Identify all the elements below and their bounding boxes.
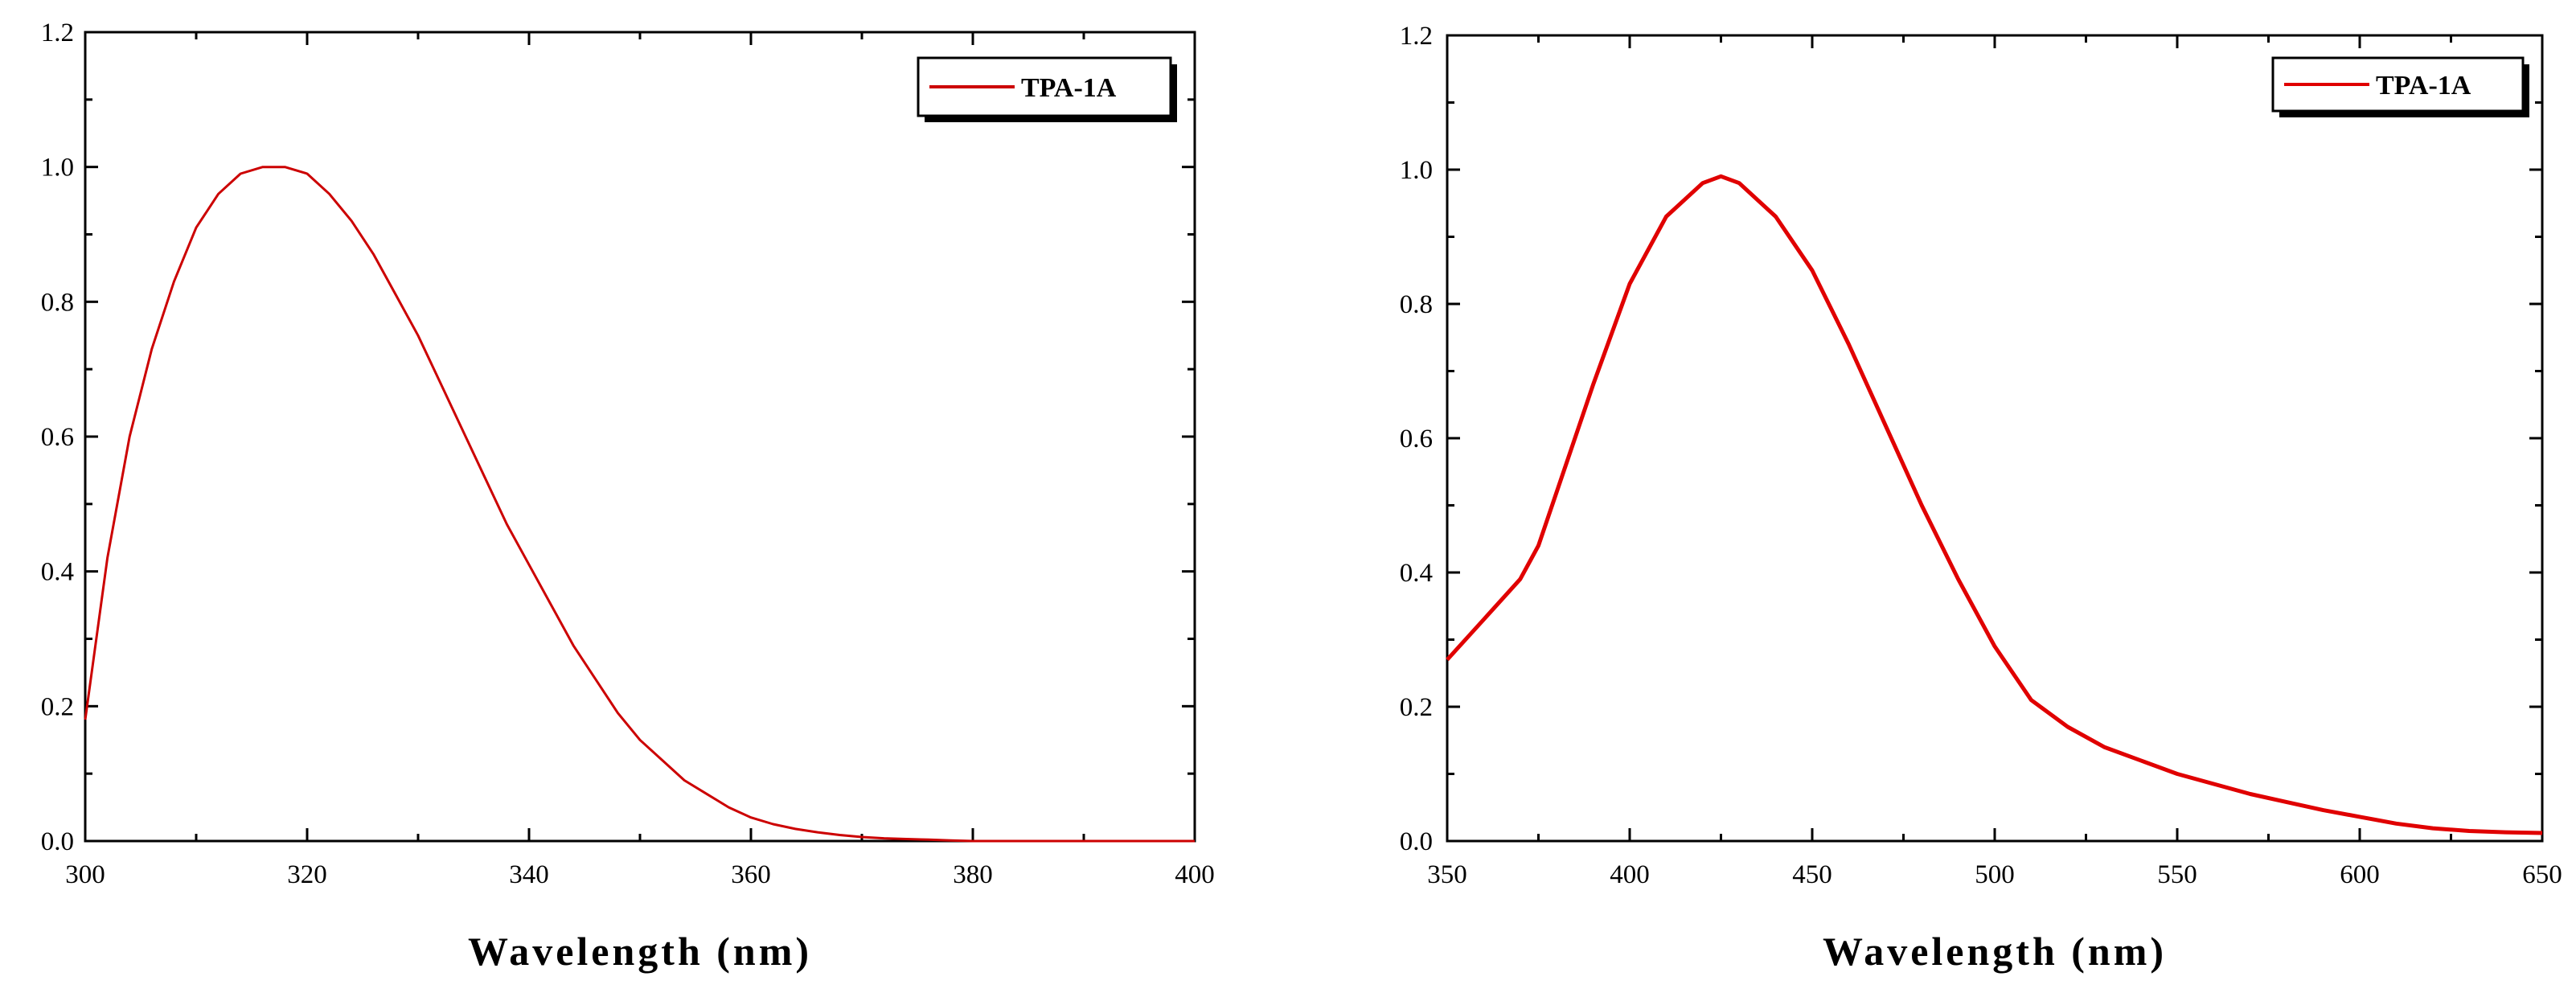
legend-label: TPA-1A (1021, 73, 1117, 103)
x-axis-title: Wavelength (nm) (468, 929, 812, 974)
y-tick-label: 0.4 (1400, 559, 1433, 588)
x-tick-label: 300 (65, 860, 105, 889)
x-tick-label: 340 (509, 860, 549, 889)
plot-frame (1446, 34, 2544, 843)
chart-emission: 350 400 450 500 550 600 650 0.0 0.2 0.4 0.6 0.8 1.0 1… (1400, 22, 2562, 974)
x-tick-label: 450 (1792, 860, 1832, 889)
y-tick-label: 0.0 (41, 827, 74, 856)
legend: TPA-1A (2271, 56, 2529, 117)
chart-absorption: 300 320 340 360 380 400 0.0 0.2 0.4 0.6 0.8 1.0 1.2 W… (41, 18, 1215, 974)
x-tick-label: 360 (731, 860, 771, 889)
x-tick-label: 400 (1175, 860, 1215, 889)
x-tick-label: 350 (1427, 860, 1467, 889)
series-line (84, 166, 1195, 843)
y-tick-label: 1.0 (41, 154, 74, 183)
x-tick-label: 320 (287, 860, 327, 889)
x-tick-label: 400 (1610, 860, 1650, 889)
x-tick-label: 380 (953, 860, 993, 889)
legend: TPA-1A (917, 56, 1177, 122)
y-tick-label: 0.8 (41, 288, 74, 317)
x-tick-label: 500 (1975, 860, 2015, 889)
x-axis-title: Wavelength (nm) (1823, 929, 2167, 974)
legend-label: TPA-1A (2376, 71, 2471, 101)
x-tick-label: 650 (2522, 860, 2562, 889)
y-tick-label: 0.8 (1400, 290, 1433, 319)
y-tick-label: 0.0 (1400, 827, 1433, 856)
series-line (1446, 174, 2543, 835)
y-tick-label: 0.4 (41, 558, 74, 587)
x-tick-label: 600 (2340, 860, 2380, 889)
y-tick-label: 1.0 (1400, 156, 1433, 185)
y-tick-label: 0.6 (1400, 425, 1433, 453)
y-tick-label: 0.2 (41, 692, 74, 721)
y-tick-label: 0.2 (1400, 693, 1433, 722)
y-tick-label: 1.2 (41, 18, 74, 47)
y-tick-label: 0.6 (41, 423, 74, 452)
x-tick-label: 550 (2157, 860, 2197, 889)
plot-frame (84, 31, 1196, 843)
y-tick-label: 1.2 (1400, 22, 1433, 51)
